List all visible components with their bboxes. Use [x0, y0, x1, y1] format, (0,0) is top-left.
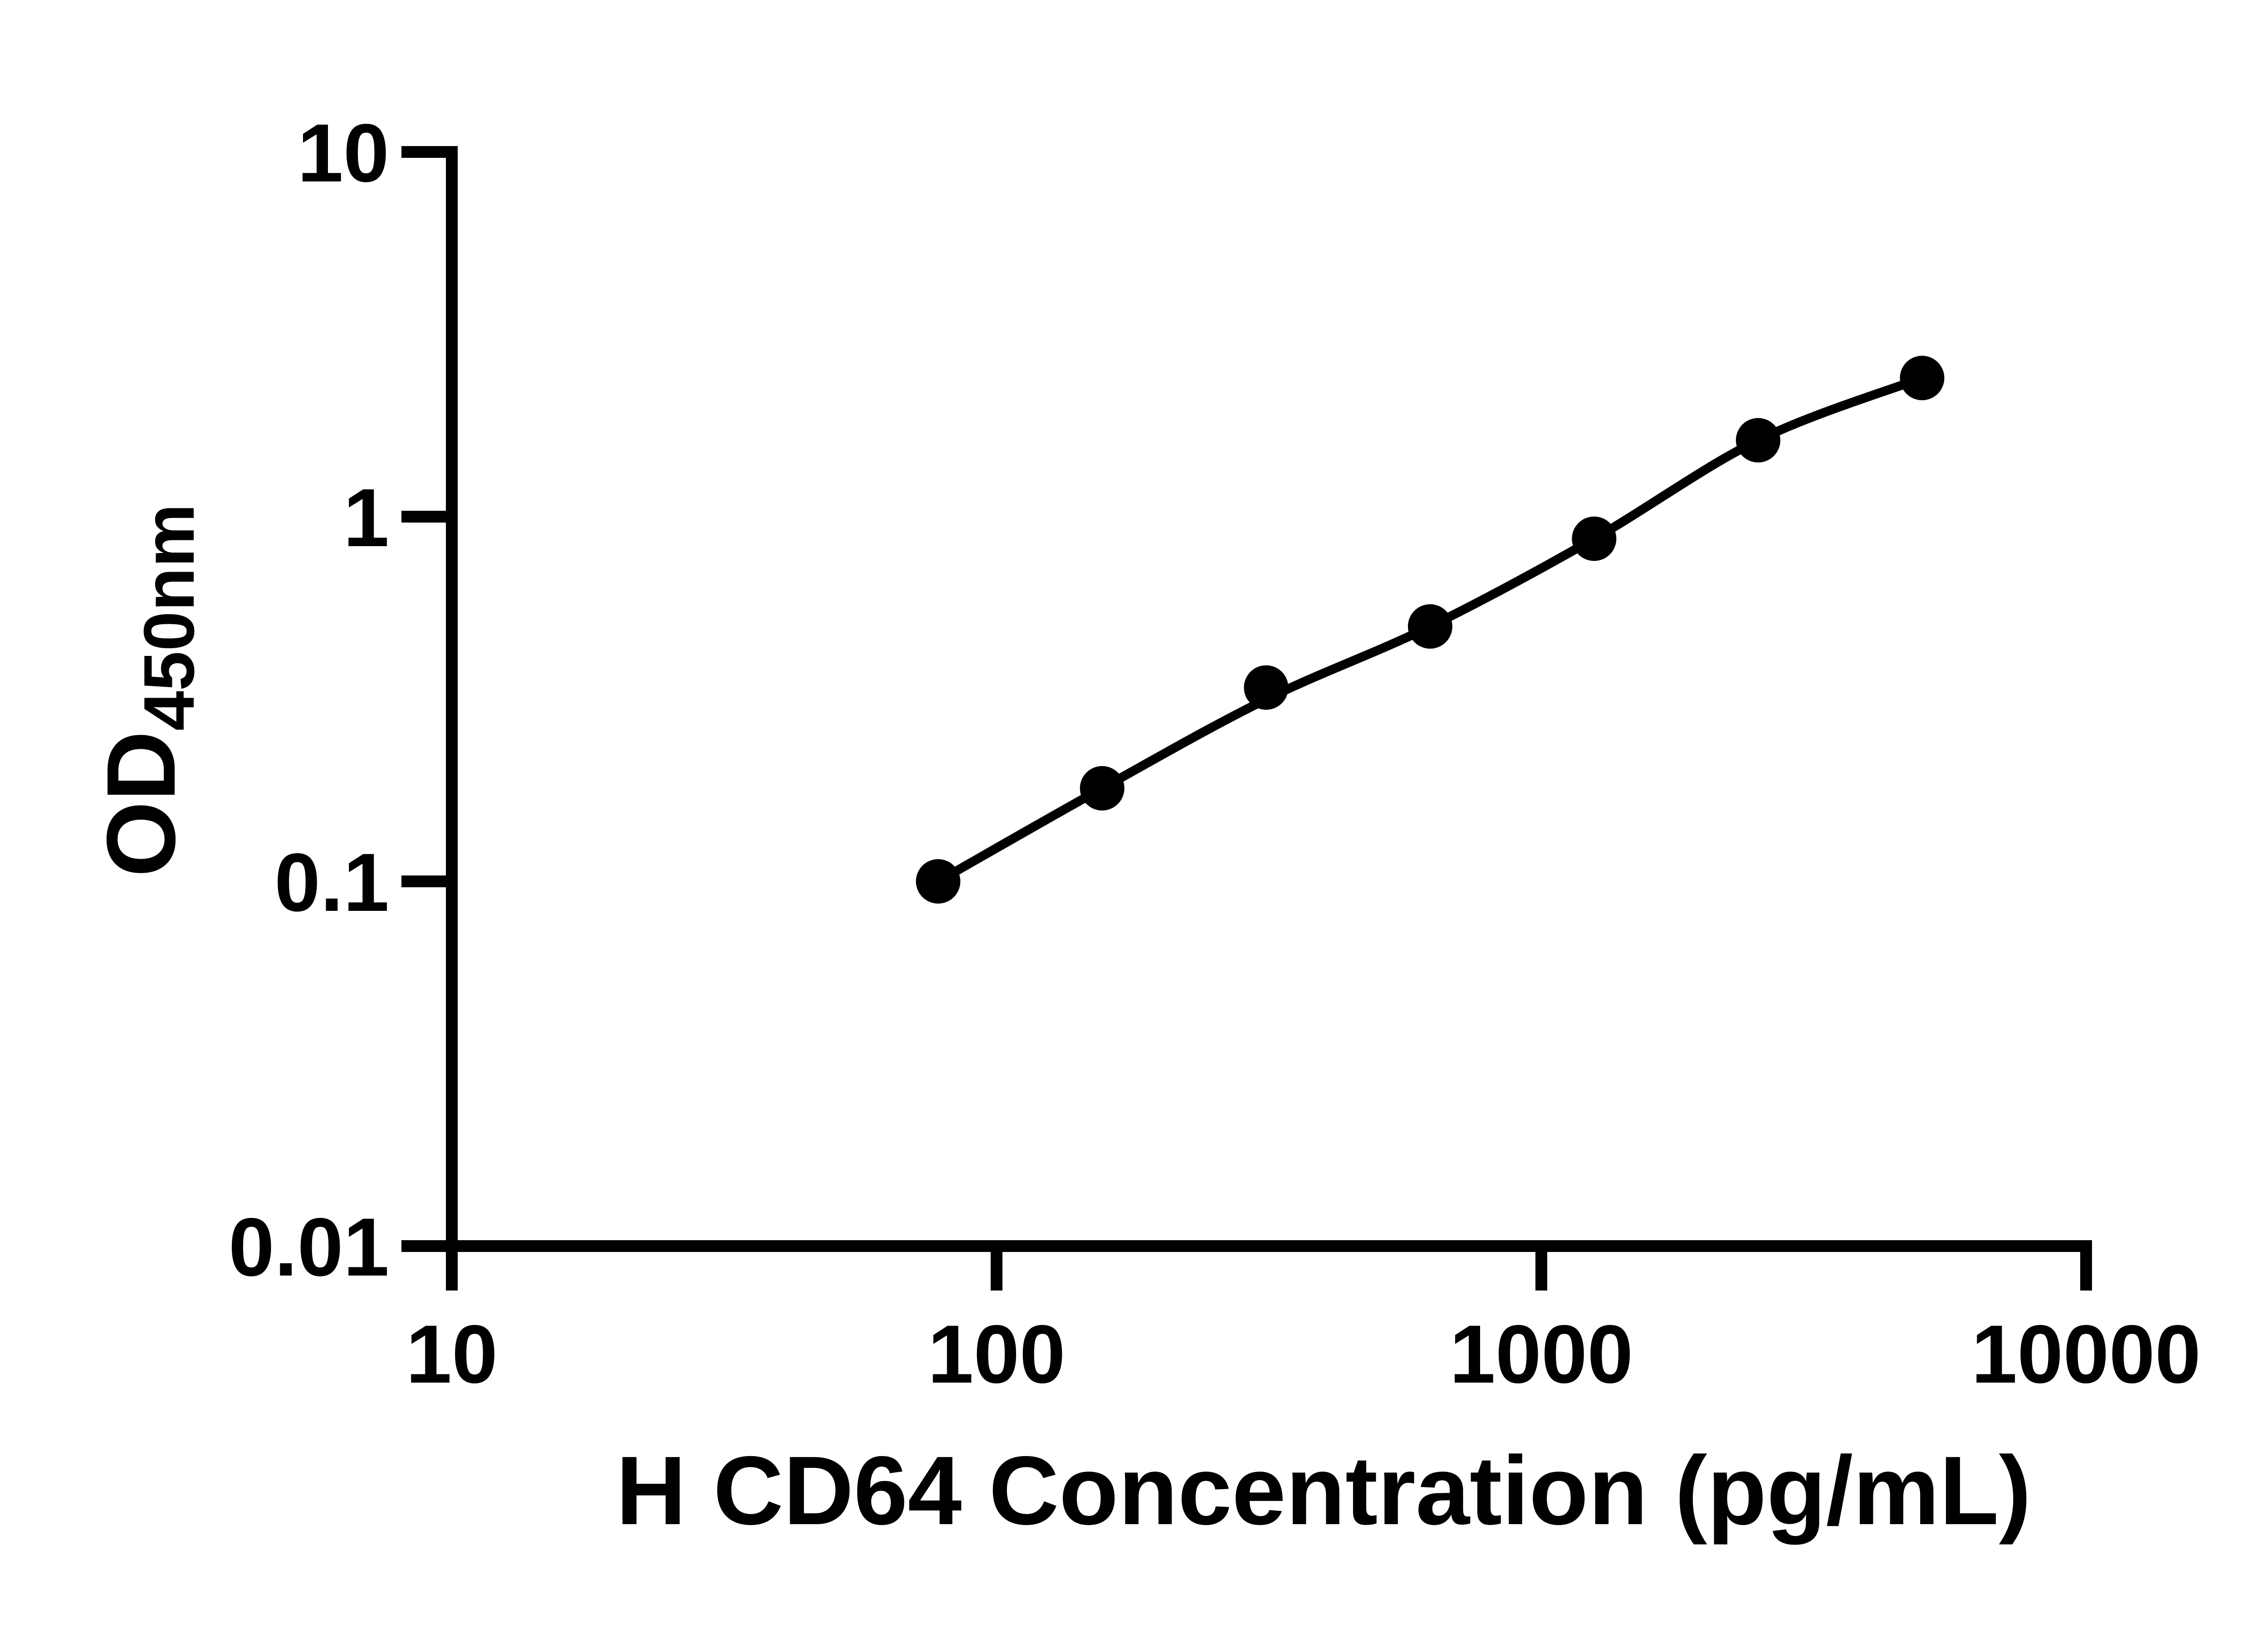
data-point: [1572, 516, 1617, 561]
x-tick-label-10000: 10000: [1971, 1308, 2201, 1400]
data-point: [1408, 604, 1452, 649]
y-axis-title: OD450nm: [86, 504, 209, 877]
y-tick-label-0-1: 0.1: [274, 836, 389, 929]
y-axis-title-main: OD: [86, 731, 196, 877]
y-tick-label-0-01: 0.01: [229, 1201, 389, 1293]
data-point: [1900, 356, 1945, 401]
x-axis-tick-labels: 10 100 1000 10000: [406, 1308, 2201, 1400]
x-tick-label-100: 100: [928, 1308, 1066, 1400]
y-axis-tick-labels: 10 1 0.1 0.01: [229, 107, 389, 1293]
data-point: [916, 859, 961, 904]
x-tick-label-10: 10: [406, 1308, 498, 1400]
x-tick-label-1000: 1000: [1450, 1308, 1633, 1400]
data-points: [916, 356, 1945, 904]
data-point: [1244, 665, 1289, 710]
data-point: [1080, 766, 1124, 811]
data-point: [1735, 418, 1780, 463]
y-axis-title-subscript: 450nm: [129, 504, 209, 731]
x-axis-title: H CD64 Concentration (pg/mL): [616, 1436, 2031, 1545]
y-tick-label-10: 10: [298, 107, 389, 199]
y-tick-label-1: 1: [343, 471, 389, 564]
axes: [401, 146, 2092, 1291]
